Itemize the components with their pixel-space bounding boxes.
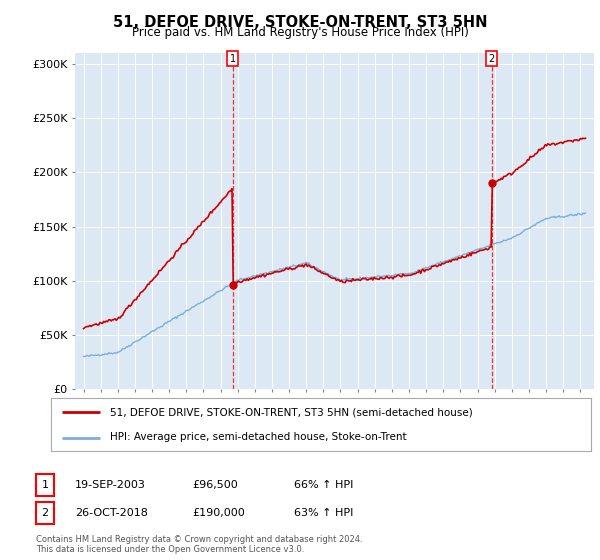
Text: 2: 2	[488, 54, 495, 64]
Text: 2: 2	[41, 508, 49, 518]
Text: 51, DEFOE DRIVE, STOKE-ON-TRENT, ST3 5HN: 51, DEFOE DRIVE, STOKE-ON-TRENT, ST3 5HN	[113, 15, 487, 30]
Text: HPI: Average price, semi-detached house, Stoke-on-Trent: HPI: Average price, semi-detached house,…	[110, 432, 407, 442]
Text: £96,500: £96,500	[192, 480, 238, 490]
Text: 1: 1	[41, 480, 49, 490]
Text: Price paid vs. HM Land Registry's House Price Index (HPI): Price paid vs. HM Land Registry's House …	[131, 26, 469, 39]
Text: 26-OCT-2018: 26-OCT-2018	[75, 508, 148, 518]
Text: 19-SEP-2003: 19-SEP-2003	[75, 480, 146, 490]
Text: £190,000: £190,000	[192, 508, 245, 518]
Text: 66% ↑ HPI: 66% ↑ HPI	[294, 480, 353, 490]
Text: 51, DEFOE DRIVE, STOKE-ON-TRENT, ST3 5HN (semi-detached house): 51, DEFOE DRIVE, STOKE-ON-TRENT, ST3 5HN…	[110, 408, 473, 418]
Text: Contains HM Land Registry data © Crown copyright and database right 2024.
This d: Contains HM Land Registry data © Crown c…	[36, 535, 362, 554]
Text: 1: 1	[230, 54, 236, 64]
Text: 63% ↑ HPI: 63% ↑ HPI	[294, 508, 353, 518]
